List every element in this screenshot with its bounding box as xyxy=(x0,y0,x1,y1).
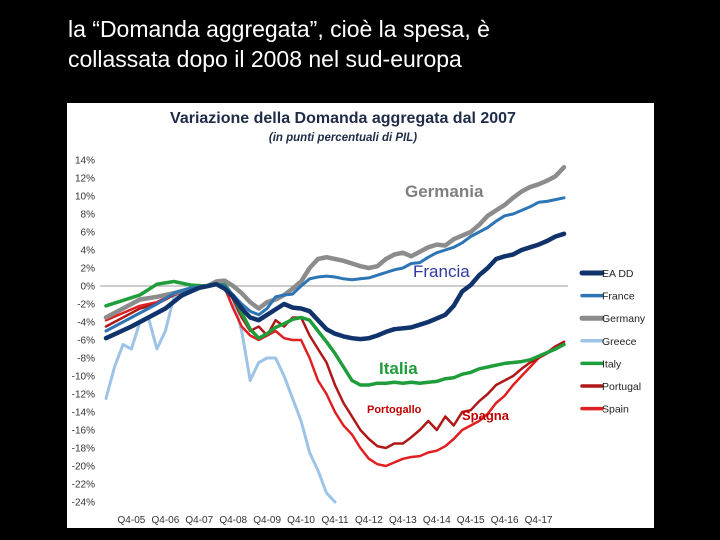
y-tick-label: -14% xyxy=(72,408,95,419)
legend-label-portugal: Portugal xyxy=(602,381,641,393)
legend-label-italy: Italy xyxy=(602,358,622,370)
annotations: Germania Francia Italia Portogallo Spagna xyxy=(367,182,510,423)
x-tick-label: Q4-15 xyxy=(457,515,485,526)
legend-label-ea-dd: EA DD xyxy=(602,268,634,280)
chart-svg: Variazione della Domanda aggregata dal 2… xyxy=(72,110,646,526)
legend: EA DD France Germany Greece Italy Portugal Spa… xyxy=(579,268,646,416)
series-line-germany xyxy=(103,164,567,320)
y-tick-label: -22% xyxy=(72,480,95,491)
annotation-italia: Italia xyxy=(379,359,418,378)
y-tick-label: 4% xyxy=(81,246,96,257)
y-tick-label: 8% xyxy=(81,210,96,221)
annotation-francia: Francia xyxy=(413,262,470,281)
series-line-greece xyxy=(104,280,337,504)
slide-title-line-1: la “Domanda aggregata”, cioè la spesa, è xyxy=(68,16,490,42)
annotation-spagna: Spagna xyxy=(462,408,510,423)
y-tick-label: -2% xyxy=(77,300,95,311)
annotation-germania: Germania xyxy=(405,182,484,201)
legend-label-germany: Germany xyxy=(602,313,646,325)
y-tick-label: -10% xyxy=(72,372,95,383)
x-tick-label: Q4-14 xyxy=(423,515,451,526)
y-tick-label: 10% xyxy=(75,192,95,203)
y-tick-label: -18% xyxy=(72,444,95,455)
x-tick-label: Q4-16 xyxy=(491,515,519,526)
y-tick-label: 2% xyxy=(81,264,96,275)
slide-title-line-2: collassata dopo il 2008 nel sud-europa xyxy=(68,46,462,72)
y-tick-label: -4% xyxy=(77,318,95,329)
x-tick-label: Q4-11 xyxy=(321,515,348,526)
y-tick-label: 14% xyxy=(75,156,95,167)
series-line-italy xyxy=(104,279,566,387)
x-tick-label: Q4-17 xyxy=(525,515,553,526)
chart-panel: Variazione della Domanda aggregata dal 2… xyxy=(67,103,654,528)
legend-label-france: France xyxy=(602,291,635,303)
series-line-spain xyxy=(104,282,566,468)
series-line-ea-dd xyxy=(103,231,567,342)
y-tick-label: 0% xyxy=(81,282,96,293)
y-tick-label: -6% xyxy=(77,336,95,347)
chart-title: Variazione della Domanda aggregata dal 2… xyxy=(170,110,516,127)
x-tick-label: Q4-06 xyxy=(151,515,179,526)
x-tick-label: Q4-07 xyxy=(185,515,213,526)
x-tick-label: Q4-05 xyxy=(118,515,146,526)
x-tick-label: Q4-10 xyxy=(287,515,315,526)
y-axis: 14% 12% 10% 8% 6% 4% 2% 0% -2% -4% -6% -8% -10% -12% -… xyxy=(72,156,95,509)
x-tick-label: Q4-13 xyxy=(389,515,417,526)
y-tick-label: -12% xyxy=(72,390,95,401)
annotation-portogallo: Portogallo xyxy=(367,404,422,416)
legend-label-spain: Spain xyxy=(602,404,629,416)
x-tick-label: Q4-12 xyxy=(355,515,383,526)
chart-subtitle: (in punti percentuali di PIL) xyxy=(269,132,417,144)
y-tick-label: -20% xyxy=(72,462,95,473)
slide-title: la “Domanda aggregata”, cioè la spesa, è… xyxy=(68,14,708,74)
y-tick-label: -16% xyxy=(72,426,95,437)
y-tick-label: -8% xyxy=(77,354,95,365)
y-tick-label: -24% xyxy=(72,498,95,509)
x-tick-label: Q4-08 xyxy=(219,515,247,526)
x-tick-label: Q4-09 xyxy=(253,515,281,526)
x-axis: Q4-05 Q4-06 Q4-07 Q4-08 Q4-09 Q4-10 Q4-11 Q4-12… xyxy=(118,515,553,526)
series-group xyxy=(103,164,567,504)
y-tick-label: 12% xyxy=(75,174,95,185)
legend-label-greece: Greece xyxy=(602,336,637,348)
series-line-france xyxy=(104,196,566,333)
y-tick-label: 6% xyxy=(81,228,96,239)
